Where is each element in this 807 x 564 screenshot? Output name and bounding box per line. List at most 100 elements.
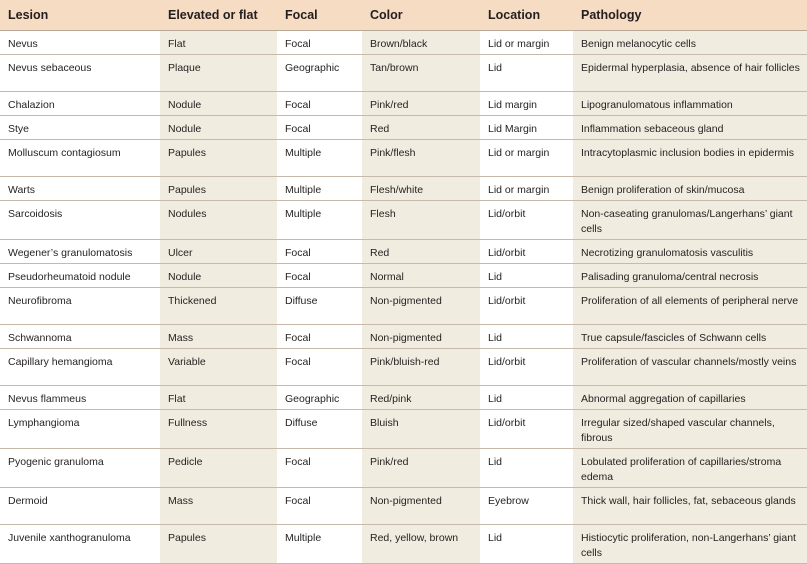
cell-pathology: Histiocytic proliferation, non-Langerhan… bbox=[573, 524, 807, 564]
cell-pathology: Intracytoplasmic inclusion bodies in epi… bbox=[573, 139, 807, 177]
cell-location: Lid/orbit bbox=[480, 348, 573, 386]
header-row: Lesion Elevated or flat Focal Color Loca… bbox=[0, 0, 807, 31]
cell-pathology: Lobulated proliferation of capillaries/s… bbox=[573, 448, 807, 488]
cell-focal: Focal bbox=[277, 91, 362, 116]
cell-elevation: Nodules bbox=[160, 200, 277, 240]
table-row: Nevus sebaceous Plaque Geographic Tan/br… bbox=[0, 54, 807, 92]
header-location: Location bbox=[480, 0, 573, 31]
table-row: Molluscum contagiosum Papules Multiple P… bbox=[0, 139, 807, 177]
cell-elevation: Papules bbox=[160, 176, 277, 201]
cell-elevation: Papules bbox=[160, 139, 277, 177]
table-row: Lymphangioma Fullness Diffuse Bluish Lid… bbox=[0, 409, 807, 449]
table-row: Juvenile xanthogranuloma Papules Multipl… bbox=[0, 524, 807, 564]
cell-location: Lid or margin bbox=[480, 139, 573, 177]
cell-focal: Focal bbox=[277, 115, 362, 140]
cell-location: Lid or margin bbox=[480, 176, 573, 201]
cell-location: Lid bbox=[480, 524, 573, 564]
cell-focal: Focal bbox=[277, 263, 362, 288]
table-row: Chalazion Nodule Focal Pink/red Lid marg… bbox=[0, 91, 807, 116]
cell-pathology: Non-caseating granulomas/Langerhans’ gia… bbox=[573, 200, 807, 240]
cell-location: Lid margin bbox=[480, 91, 573, 116]
cell-elevation: Nodule bbox=[160, 115, 277, 140]
cell-color: Pink/red bbox=[362, 448, 480, 488]
cell-lesion: Nevus bbox=[0, 30, 160, 55]
cell-focal: Focal bbox=[277, 448, 362, 488]
cell-color: Brown/black bbox=[362, 30, 480, 55]
cell-lesion: Schwannoma bbox=[0, 324, 160, 349]
cell-elevation: Thickened bbox=[160, 287, 277, 325]
cell-location: Lid bbox=[480, 448, 573, 488]
cell-color: Red, yellow, brown bbox=[362, 524, 480, 564]
cell-focal: Multiple bbox=[277, 200, 362, 240]
cell-lesion: Molluscum contagiosum bbox=[0, 139, 160, 177]
header-lesion: Lesion bbox=[0, 0, 160, 31]
table-row: Nevus Flat Focal Brown/black Lid or marg… bbox=[0, 30, 807, 55]
cell-lesion: Sarcoidosis bbox=[0, 200, 160, 240]
cell-pathology: Necrotizing granulomatosis vasculitis bbox=[573, 239, 807, 264]
cell-lesion: Capillary hemangioma bbox=[0, 348, 160, 386]
cell-color: Pink/flesh bbox=[362, 139, 480, 177]
table-row: Pyogenic granuloma Pedicle Focal Pink/re… bbox=[0, 448, 807, 488]
table-row: Sarcoidosis Nodules Multiple Flesh Lid/o… bbox=[0, 200, 807, 240]
cell-focal: Focal bbox=[277, 324, 362, 349]
cell-pathology: Lipogranulomatous inflammation bbox=[573, 91, 807, 116]
cell-pathology: Inflammation sebaceous gland bbox=[573, 115, 807, 140]
cell-color: Flesh/white bbox=[362, 176, 480, 201]
cell-color: Non-pigmented bbox=[362, 287, 480, 325]
cell-lesion: Chalazion bbox=[0, 91, 160, 116]
cell-pathology: Epidermal hyperplasia, absence of hair f… bbox=[573, 54, 807, 92]
cell-lesion: Warts bbox=[0, 176, 160, 201]
cell-focal: Multiple bbox=[277, 176, 362, 201]
cell-focal: Focal bbox=[277, 348, 362, 386]
table-header: Lesion Elevated or flat Focal Color Loca… bbox=[0, 0, 807, 31]
cell-pathology: Benign melanocytic cells bbox=[573, 30, 807, 55]
cell-location: Lid bbox=[480, 324, 573, 349]
cell-focal: Diffuse bbox=[277, 409, 362, 449]
cell-lesion: Wegener’s granulomatosis bbox=[0, 239, 160, 264]
cell-elevation: Nodule bbox=[160, 263, 277, 288]
cell-pathology: Irregular sized/shaped vascular channels… bbox=[573, 409, 807, 449]
cell-pathology: Thick wall, hair follicles, fat, sebaceo… bbox=[573, 487, 807, 525]
cell-pathology: Abnormal aggregation of capillaries bbox=[573, 385, 807, 410]
cell-pathology: Benign proliferation of skin/mucosa bbox=[573, 176, 807, 201]
header-pathology: Pathology bbox=[573, 0, 807, 31]
table-row: Neurofibroma Thickened Diffuse Non-pigme… bbox=[0, 287, 807, 325]
cell-lesion: Dermoid bbox=[0, 487, 160, 525]
cell-color: Red bbox=[362, 115, 480, 140]
cell-color: Pink/bluish-red bbox=[362, 348, 480, 386]
table-row: Pseudorheumatoid nodule Nodule Focal Nor… bbox=[0, 263, 807, 288]
table-body: Nevus Flat Focal Brown/black Lid or marg… bbox=[0, 30, 807, 564]
cell-elevation: Mass bbox=[160, 487, 277, 525]
cell-elevation: Pedicle bbox=[160, 448, 277, 488]
cell-pathology: Proliferation of vascular channels/mostl… bbox=[573, 348, 807, 386]
cell-lesion: Stye bbox=[0, 115, 160, 140]
header-elevated-or-flat: Elevated or flat bbox=[160, 0, 277, 31]
cell-color: Red bbox=[362, 239, 480, 264]
cell-focal: Geographic bbox=[277, 385, 362, 410]
cell-location: Lid bbox=[480, 263, 573, 288]
cell-lesion: Pseudorheumatoid nodule bbox=[0, 263, 160, 288]
table-row: Capillary hemangioma Variable Focal Pink… bbox=[0, 348, 807, 386]
cell-color: Normal bbox=[362, 263, 480, 288]
cell-color: Non-pigmented bbox=[362, 324, 480, 349]
cell-location: Eyebrow bbox=[480, 487, 573, 525]
cell-focal: Diffuse bbox=[277, 287, 362, 325]
cell-location: Lid/orbit bbox=[480, 409, 573, 449]
table-row: Nevus flammeus Flat Geographic Red/pink … bbox=[0, 385, 807, 410]
cell-lesion: Juvenile xanthogranuloma bbox=[0, 524, 160, 564]
cell-elevation: Plaque bbox=[160, 54, 277, 92]
table-row: Dermoid Mass Focal Non-pigmented Eyebrow… bbox=[0, 487, 807, 525]
cell-lesion: Nevus sebaceous bbox=[0, 54, 160, 92]
header-color: Color bbox=[362, 0, 480, 31]
cell-color: Tan/brown bbox=[362, 54, 480, 92]
cell-color: Bluish bbox=[362, 409, 480, 449]
cell-elevation: Flat bbox=[160, 30, 277, 55]
cell-focal: Multiple bbox=[277, 524, 362, 564]
cell-elevation: Variable bbox=[160, 348, 277, 386]
header-focal: Focal bbox=[277, 0, 362, 31]
cell-elevation: Ulcer bbox=[160, 239, 277, 264]
cell-lesion: Lymphangioma bbox=[0, 409, 160, 449]
cell-elevation: Fullness bbox=[160, 409, 277, 449]
cell-location: Lid/orbit bbox=[480, 200, 573, 240]
